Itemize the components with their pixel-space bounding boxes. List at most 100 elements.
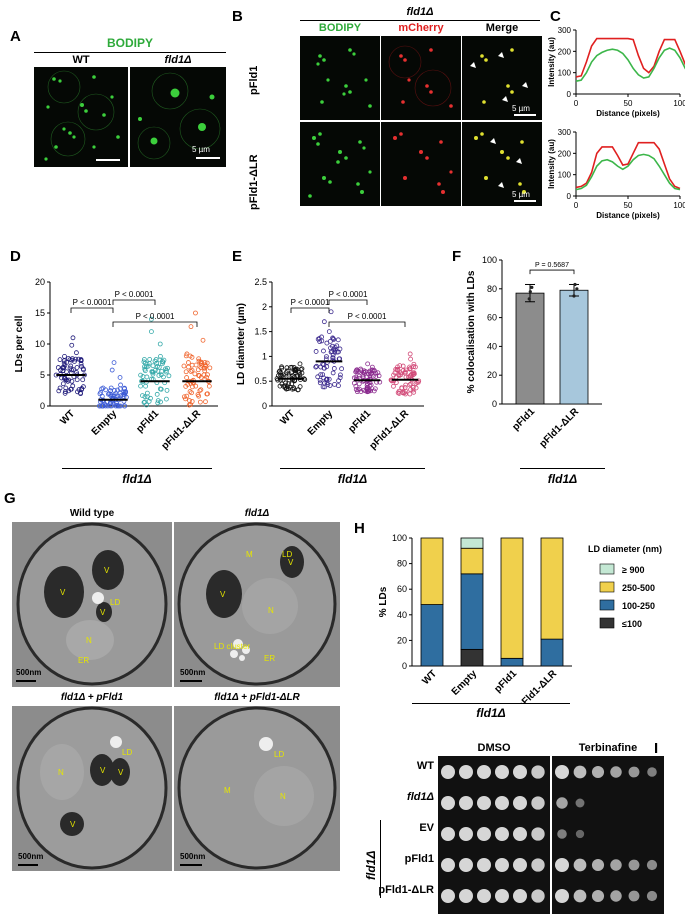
data-point bbox=[376, 373, 382, 379]
data-point bbox=[313, 364, 319, 370]
data-point bbox=[189, 354, 195, 360]
category-label-3: pFld1-ΔLR bbox=[516, 668, 560, 703]
data-point bbox=[142, 394, 148, 400]
em-image-fld1: V V M LD N LD cluster ER 500nm bbox=[174, 522, 340, 687]
data-point bbox=[189, 390, 194, 396]
data-point bbox=[407, 364, 412, 370]
category-label-1: pFld1-ΔLR bbox=[538, 406, 582, 450]
data-point bbox=[56, 388, 62, 394]
data-point bbox=[149, 369, 155, 375]
bar-segment-1-1 bbox=[460, 573, 484, 650]
colony-spot bbox=[647, 767, 657, 777]
colony-spot bbox=[441, 827, 455, 841]
bar-1 bbox=[559, 289, 589, 405]
data-point bbox=[328, 309, 334, 315]
y-tick-label: 20 bbox=[397, 635, 407, 645]
y-tick-label: 0 bbox=[262, 401, 267, 411]
legend-swatch-2 bbox=[599, 599, 615, 611]
y-tick-label: 200 bbox=[558, 47, 572, 56]
colony-spot bbox=[459, 765, 473, 779]
bar-segment-1-2 bbox=[460, 547, 484, 575]
category-label-1: Empty bbox=[306, 408, 336, 438]
micrograph-b-merge-pfld1: 5 µm bbox=[462, 36, 542, 120]
y-tick-label: 2.5 bbox=[254, 277, 267, 287]
panel-b-ch-mcherry: mCherry bbox=[398, 22, 444, 34]
colony-spot bbox=[459, 889, 473, 903]
data-point bbox=[62, 362, 68, 368]
y-tick-label: 60 bbox=[397, 584, 407, 594]
panel-g-scale-dlr: 500nm bbox=[180, 852, 206, 861]
p-value-label-2: P < 0.0001 bbox=[348, 312, 387, 321]
data-point bbox=[78, 361, 84, 367]
data-point bbox=[62, 376, 67, 381]
x-tick-label: 100 bbox=[673, 99, 685, 108]
data-point bbox=[299, 366, 305, 372]
panel-a-title: BODIPY bbox=[106, 36, 153, 50]
data-point bbox=[183, 396, 188, 402]
category-label-0: WT bbox=[420, 668, 439, 687]
data-point bbox=[118, 382, 123, 388]
x-tick-label: 100 bbox=[673, 201, 685, 210]
panel-i-bracket-label: fld1Δ bbox=[364, 850, 378, 880]
panel-e-genotype-line bbox=[280, 468, 425, 469]
colony-spot bbox=[555, 765, 569, 779]
data-point bbox=[187, 398, 192, 403]
significance-bracket-1 bbox=[112, 299, 156, 305]
data-point bbox=[403, 374, 409, 380]
data-point bbox=[184, 375, 190, 380]
x-axis-label: Distance (pixels) bbox=[596, 109, 660, 118]
data-point bbox=[123, 389, 129, 394]
y-tick-label: 15 bbox=[35, 308, 45, 318]
colony-spot bbox=[495, 827, 509, 841]
data-point bbox=[122, 403, 128, 409]
colony-spot bbox=[495, 765, 509, 779]
data-point bbox=[185, 360, 191, 365]
category-label-1: Empty bbox=[90, 408, 120, 438]
bar-segment-1-0 bbox=[460, 648, 484, 667]
data-point bbox=[60, 381, 66, 387]
data-point bbox=[138, 383, 143, 389]
y-tick-label: 5 bbox=[40, 370, 45, 380]
significance-bracket-2 bbox=[112, 321, 198, 327]
dots-3 bbox=[181, 310, 213, 408]
colony-spot bbox=[628, 890, 640, 902]
significance-bracket-1 bbox=[328, 299, 368, 305]
colony-spot bbox=[591, 889, 605, 903]
data-point bbox=[408, 356, 413, 362]
bar-segment-2-1 bbox=[500, 657, 524, 667]
panel-i-row-pfld1: pFld1 bbox=[404, 853, 434, 865]
panel-i-row-dlr: pFld1-ΔLR bbox=[378, 884, 434, 896]
chart-e: 0 0.5 1 1.5 2 2.5 LD diameter (µm) WT Empty pFld1… bbox=[236, 277, 424, 452]
panel-a-col-fld1: fld1Δ bbox=[164, 54, 192, 66]
colony-spot bbox=[477, 796, 491, 810]
data-point bbox=[289, 364, 295, 370]
dots-1 bbox=[97, 360, 129, 409]
data-point bbox=[330, 343, 335, 349]
data-point bbox=[408, 387, 414, 392]
panel-b-underline bbox=[300, 20, 540, 21]
y-tick-label: 100 bbox=[482, 255, 497, 265]
dots-1 bbox=[313, 309, 345, 390]
data-point bbox=[202, 365, 208, 371]
data-point bbox=[152, 358, 158, 364]
data-point bbox=[402, 370, 408, 376]
data-point bbox=[112, 388, 117, 393]
data-point bbox=[163, 396, 169, 402]
data-point bbox=[336, 378, 341, 384]
data-point bbox=[321, 365, 327, 371]
colony-spot bbox=[441, 858, 455, 872]
data-point bbox=[193, 362, 199, 368]
data-point bbox=[184, 393, 190, 399]
panel-b-ch-bodipy: BODIPY bbox=[318, 22, 362, 34]
colony-spot bbox=[555, 858, 569, 872]
colony-spot bbox=[495, 858, 509, 872]
colony-spot bbox=[610, 859, 622, 871]
data-point bbox=[189, 367, 195, 373]
data-point bbox=[365, 381, 370, 387]
panel-b-ch-merge: Merge bbox=[485, 22, 519, 34]
colony-spot bbox=[531, 889, 545, 903]
panel-h-genotype-line bbox=[412, 703, 570, 704]
colony-spot bbox=[513, 858, 527, 872]
panel-e-genotype: fld1Δ bbox=[337, 472, 368, 486]
panel-g-scale-wt: 500nm bbox=[16, 668, 42, 677]
